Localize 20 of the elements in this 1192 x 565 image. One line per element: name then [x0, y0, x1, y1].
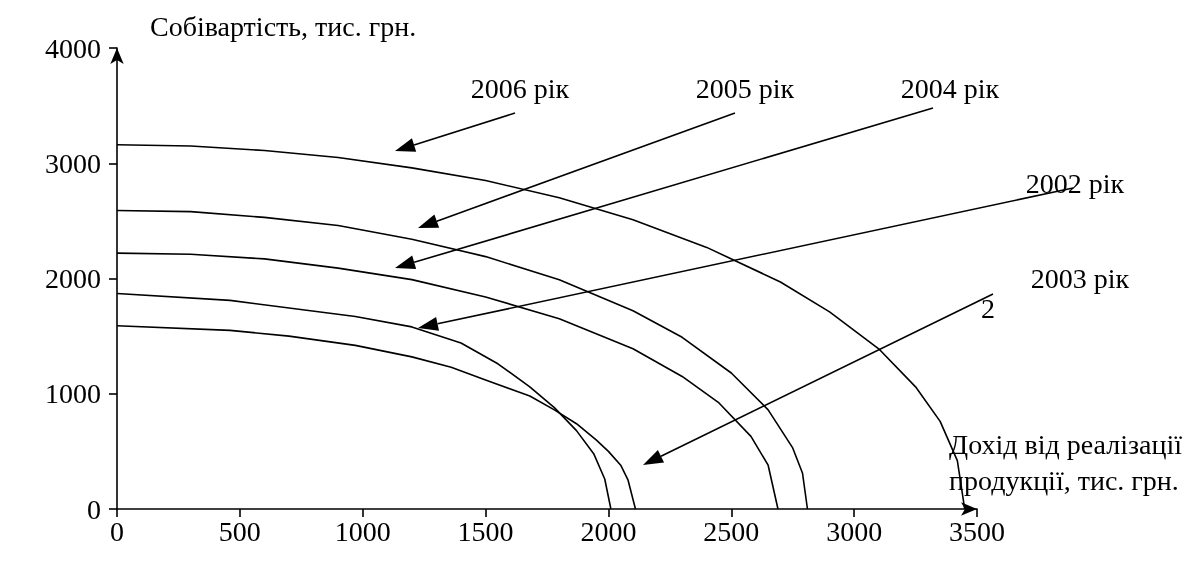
- annotation: 2004 рік: [900, 72, 1000, 104]
- y-tick-label: 1000: [45, 378, 101, 410]
- annotation: 2005 рік: [695, 72, 795, 104]
- y-tick-label: 4000: [45, 32, 101, 64]
- x-tick-label: 3500: [949, 515, 1005, 547]
- y-axis-title: Собівартість, тис. грн.: [150, 10, 417, 42]
- text: 2002 рік: [1025, 167, 1125, 199]
- y-tick-label: 3000: [45, 147, 101, 179]
- text: 2003 рік: [1030, 262, 1130, 294]
- text: 2: [981, 292, 995, 324]
- y-tick-label: 0: [87, 493, 101, 525]
- x-tick-label: 1500: [457, 515, 514, 547]
- x-tick-label: 2000: [580, 515, 637, 547]
- x-tick-label: 500: [218, 515, 261, 547]
- x-tick-label: 3000: [826, 515, 883, 547]
- x-tick-label: 2500: [703, 515, 760, 547]
- x-tick-label: 0: [110, 515, 124, 547]
- y-tick-label: 2000: [45, 263, 101, 294]
- annotation: 2006 рік: [470, 72, 570, 104]
- x-tick-label: 1000: [334, 515, 391, 547]
